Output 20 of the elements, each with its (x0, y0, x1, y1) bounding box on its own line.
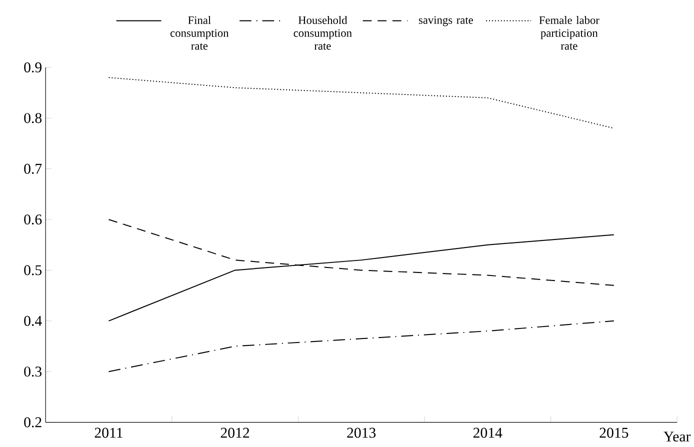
y-tick-label: 0.3 (24, 366, 42, 377)
x-tick-label: 2015 (600, 428, 628, 438)
x-tick-label: 2011 (94, 428, 122, 438)
line-series (108, 77, 614, 129)
x-axis-title: Year (664, 432, 691, 442)
legend-label: Household consumption rate (294, 16, 352, 50)
y-tick-label: 0.8 (24, 113, 42, 124)
legend-label: savings rate (418, 16, 473, 26)
legend-label: Female labor participation rate (539, 16, 600, 50)
y-tick-label: 0.4 (24, 316, 42, 326)
line-series (108, 320, 614, 372)
x-tick-label: 2014 (473, 428, 502, 438)
y-tick-label: 0.6 (24, 214, 42, 225)
x-tick-label: 2013 (347, 428, 376, 438)
x-tick-label: 2012 (220, 428, 250, 438)
y-tick-label: 0.7 (24, 164, 42, 174)
legend-label: Final consumption rate (170, 16, 229, 50)
y-tick-label: 0.2 (24, 417, 42, 428)
y-tick-label: 0.5 (24, 265, 42, 276)
y-tick-label: 0.9 (24, 62, 42, 72)
